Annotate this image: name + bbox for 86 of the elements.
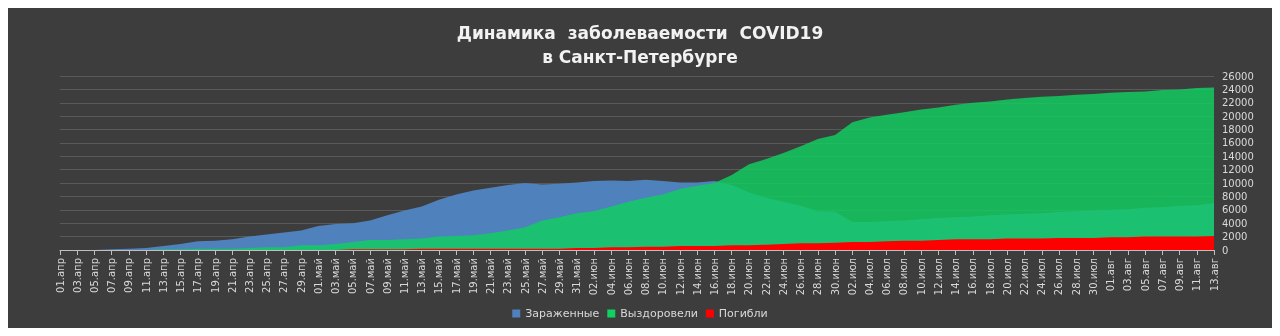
y-tick-label: 18000 [1222,124,1254,136]
y-tick-label: 14000 [1222,150,1254,162]
x-tick-label: 24.июл [1036,258,1048,296]
legend-label: Погибли [718,307,768,320]
x-tick-label: 18.июл [984,258,996,296]
x-tick-label: 25.апр [261,258,273,293]
x-tick-label: 17.апр [192,258,204,293]
x-tick-label: 09.авг [1174,258,1186,292]
x-tick-label: 21.апр [226,258,238,293]
x-tick-label: 06.июн [622,258,634,296]
x-tick-label: 18.июн [726,258,738,296]
x-tick-label: 16.июл [967,258,979,296]
y-tick-label: 8000 [1222,190,1248,202]
x-tick-label: 29.апр [295,258,307,293]
x-tick-label: 05.апр [88,258,100,293]
x-tick-label: 30.июл [1087,258,1099,296]
y-tick-label: 10000 [1222,177,1254,189]
x-tick-label: 03.апр [71,258,83,293]
x-tick-label: 22.июл [1019,258,1031,296]
x-tick-label: 15.апр [175,258,187,293]
y-tick-label: 20000 [1222,110,1254,122]
x-tick-label: 16.июн [709,258,721,296]
x-tick-label: 29.май [553,258,565,295]
x-tick-label: 14.июн [691,258,703,296]
x-tick-label: 05.авг [1139,258,1151,292]
x-tick-label: 17.май [450,258,462,295]
y-tick-label: 6000 [1222,204,1248,216]
x-tick-label: 13.апр [157,258,169,293]
x-tick-label: 27.апр [278,258,290,293]
x-tick-label: 15.май [433,258,445,295]
chart-title: Динамика заболеваемости COVID19 в Санкт-Петербурге [456,23,824,67]
y-tick-label: 26000 [1222,70,1254,82]
y-tick-label: 24000 [1222,83,1254,95]
x-tick-label: 01.апр [54,258,66,293]
x-tick-label: 09.апр [123,258,135,293]
x-tick-label: 23.май [502,258,514,295]
x-tick-label: 25.май [519,258,531,295]
x-tick-label: 11.май [398,258,410,295]
x-tick-label: 10.июн [657,258,669,296]
x-tick-label: 21.май [485,258,497,295]
x-tick-label: 28.июл [1070,258,1082,296]
x-tick-label: 12.июн [674,258,686,296]
x-tick-label: 04.июн [605,258,617,296]
x-tick-label: 09.май [381,258,393,295]
x-tick-label: 20.июл [1001,258,1013,296]
x-tick-label: 05.май [347,258,359,295]
x-tick-label: 10.июл [915,258,927,296]
x-tick-label: 13.май [416,258,428,295]
x-tick-label: 30.июн [829,258,841,296]
x-tick-label: 13.авг [1208,258,1220,292]
x-tick-label: 28.июн [812,258,824,296]
x-tick-label: 31.май [571,258,583,295]
x-tick-label: 19.май [467,258,479,295]
x-tick-label: 07.май [364,258,376,295]
x-tick-label: 04.июл [864,258,876,296]
x-tick-label: 06.июл [881,258,893,296]
x-tick-label: 24.июн [777,258,789,296]
x-tick-label: 01.авг [1105,258,1117,292]
x-tick-label: 12.июл [932,258,944,296]
x-tick-label: 03.авг [1122,258,1134,292]
y-tick-label: 4000 [1222,217,1248,229]
legend-label: Выздоровели [620,307,698,320]
x-tick-label: 14.июл [950,258,962,296]
x-tick-label: 19.апр [209,258,221,293]
x-tick-label: 07.апр [106,258,118,293]
y-tick-label: 16000 [1222,137,1254,149]
x-tick-label: 08.июн [640,258,652,296]
x-tick-label: 08.июл [898,258,910,296]
y-tick-label: 22000 [1222,97,1254,109]
x-tick-label: 07.авг [1156,258,1168,292]
x-tick-label: 20.июн [743,258,755,296]
legend-label: Зараженные [525,307,600,320]
x-tick-label: 27.май [536,258,548,295]
x-tick-label: 11.авг [1191,258,1203,292]
y-tick-label: 0 [1222,244,1229,256]
y-tick-label: 2000 [1222,231,1248,243]
x-tick-label: 23.апр [243,258,255,293]
x-tick-label: 26.июл [1053,258,1065,296]
x-tick-label: 26.июн [795,258,807,296]
x-tick-label: 03.май [330,258,342,295]
x-tick-label: 11.апр [140,258,152,293]
y-tick-label: 12000 [1222,164,1254,176]
x-tick-label: 01.май [312,258,324,295]
x-tick-label: 02.июл [846,258,858,296]
x-tick-label: 02.июн [588,258,600,296]
x-tick-label: 22.июн [760,258,772,296]
